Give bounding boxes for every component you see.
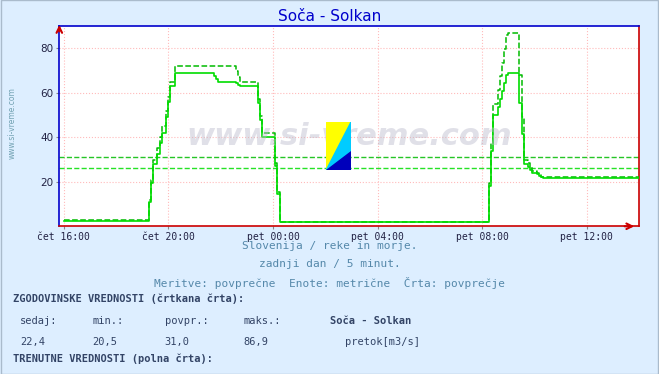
Text: Soča - Solkan: Soča - Solkan — [330, 316, 411, 326]
Text: www.si-vreme.com: www.si-vreme.com — [186, 122, 512, 151]
Text: Slovenija / reke in morje.: Slovenija / reke in morje. — [242, 241, 417, 251]
Text: 20,5: 20,5 — [92, 337, 117, 347]
Text: pretok[m3/s]: pretok[m3/s] — [345, 337, 420, 347]
Polygon shape — [326, 151, 351, 170]
Text: 22,4: 22,4 — [20, 337, 45, 347]
Polygon shape — [326, 122, 351, 170]
Text: maks.:: maks.: — [244, 316, 281, 326]
Text: 86,9: 86,9 — [244, 337, 269, 347]
Text: sedaj:: sedaj: — [20, 316, 57, 326]
Text: 31,0: 31,0 — [165, 337, 190, 347]
Polygon shape — [326, 122, 351, 170]
Text: ZGODOVINSKE VREDNOSTI (črtkana črta):: ZGODOVINSKE VREDNOSTI (črtkana črta): — [13, 294, 244, 304]
Text: zadnji dan / 5 minut.: zadnji dan / 5 minut. — [258, 259, 401, 269]
Text: povpr.:: povpr.: — [165, 316, 208, 326]
Text: www.si-vreme.com: www.si-vreme.com — [8, 88, 17, 159]
Text: min.:: min.: — [92, 316, 123, 326]
Text: Meritve: povprečne  Enote: metrične  Črta: povprečje: Meritve: povprečne Enote: metrične Črta:… — [154, 277, 505, 289]
Text: TRENUTNE VREDNOSTI (polna črta):: TRENUTNE VREDNOSTI (polna črta): — [13, 353, 213, 364]
Text: Soča - Solkan: Soča - Solkan — [278, 9, 381, 24]
